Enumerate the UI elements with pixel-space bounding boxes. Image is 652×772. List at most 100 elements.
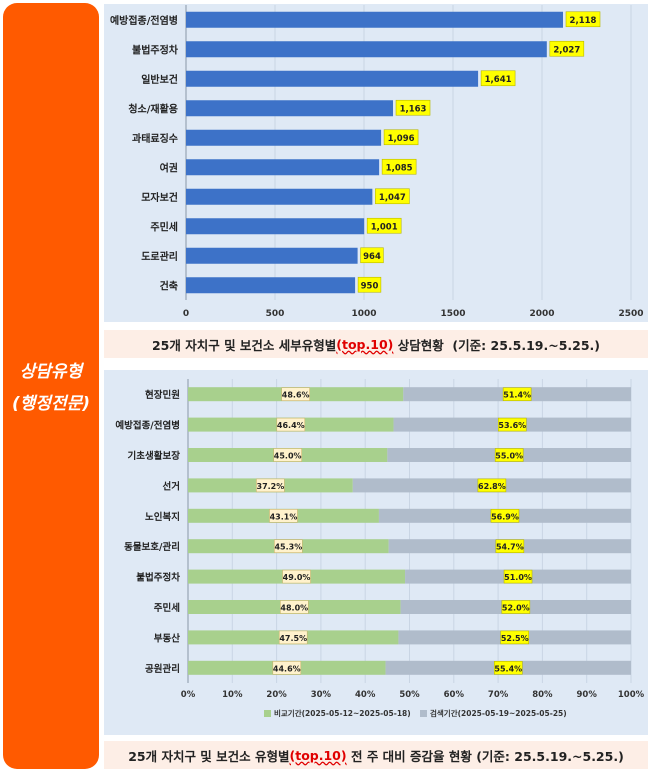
chart1-data-label: 1,085	[386, 163, 413, 173]
chart2-data-label-series1: 43.1%	[270, 512, 298, 521]
chart1-data-label-box	[565, 11, 601, 28]
chart1-category-label: 과태료징수	[132, 132, 178, 145]
chart1-data-label-box	[366, 217, 402, 234]
chart2-data-label-box-series2	[497, 417, 527, 432]
chart2-data-label-box-series2	[477, 478, 507, 493]
chart2-data-label-box-series1	[274, 539, 303, 554]
chart2-data-label-box-series2	[490, 508, 520, 523]
chart2-data-label-series1: 49.0%	[283, 573, 311, 582]
chart1-data-label-box	[549, 40, 585, 57]
chart2-data-label-series2: 51.0%	[504, 573, 532, 582]
chart2-data-label-box-series1	[281, 387, 310, 402]
chart2-data-label-box-series1	[272, 660, 302, 675]
chart2-data-label-box-series1	[256, 478, 285, 493]
chart2-data-label-box-series2	[495, 539, 525, 554]
chart1-data-label: 1,047	[379, 193, 406, 203]
chart1-bar	[186, 129, 382, 146]
chart2-legend-label-series2: 검색기간(2025-05-19~2025-05-25)	[430, 708, 567, 718]
chart1-data-label-box	[395, 99, 431, 116]
chart1-x-tick-label: 2500	[618, 309, 643, 319]
chart2-category-label: 불법주정차	[136, 572, 180, 584]
chart2-data-label-series2: 53.6%	[498, 421, 526, 430]
chart2-data-label-series2: 55.4%	[494, 664, 522, 673]
chart1-data-label-box	[375, 188, 410, 205]
chart2-legend-swatch-series2	[420, 710, 427, 717]
chart2-legend-swatch-series1	[264, 710, 271, 717]
chart2-category-label: 주민세	[154, 602, 180, 614]
chart1-data-label: 1,641	[485, 75, 512, 85]
chart2-caption-suffix: 전 주 대비 증감율 현황 (기준: 25.5.19.~5.25.)	[346, 748, 624, 764]
chart2-data-label-series2: 52.5%	[501, 634, 529, 643]
chart2-category-label: 선거	[163, 480, 180, 492]
chart1-data-label: 1,163	[400, 104, 427, 114]
chart2-data-label-series2: 51.4%	[503, 391, 531, 400]
chart1-data-label: 2,118	[570, 16, 597, 26]
chart1-category-label: 불법주정차	[132, 43, 179, 56]
chart2-data-label-series1: 45.3%	[274, 543, 302, 552]
chart2-caption-text: 25개 자치구 및 보건소 유형별	[128, 748, 290, 764]
chart2-data-label-series1: 48.6%	[282, 391, 310, 400]
chart1-category-label: 주민세	[150, 220, 178, 233]
chart2-x-tick-label: 90%	[577, 690, 598, 700]
chart2-data-label-series2: 55.0%	[495, 452, 523, 461]
chart1-x-tick-label: 2000	[529, 309, 554, 319]
chart2-x-tick-label: 80%	[532, 690, 553, 700]
chart1-bar	[186, 188, 373, 205]
chart1-x-tick-label: 1500	[440, 309, 465, 319]
chart1-caption-text: 25개 자치구 및 보건소 세부유형별	[151, 337, 337, 353]
chart1-data-label: 1,096	[388, 134, 415, 144]
chart1-bar	[186, 11, 564, 28]
side-label-subtitle: (행정전문)	[11, 394, 91, 414]
chart1-data-label-box	[381, 158, 417, 175]
chart1-bar	[186, 70, 479, 87]
chart2-data-label-box-series2	[503, 569, 533, 584]
chart2-x-tick-label: 20%	[266, 690, 287, 700]
chart1-caption-highlight: (top.10)	[336, 336, 394, 352]
chart2-data-label-series1: 37.2%	[257, 482, 285, 491]
chart2-data-label-series1: 46.4%	[277, 421, 305, 430]
chart2-category-label: 공원관리	[145, 663, 180, 675]
chart2-data-label-series2: 62.8%	[478, 482, 506, 491]
chart2-data-label-box-series2	[494, 448, 524, 462]
chart2-caption: 25개 자치구 및 보건소 유형별 (top.10) 전 주 대비 증감율 현황 …	[104, 741, 648, 769]
chart1-category-label: 예방접종/전염병	[110, 14, 178, 27]
side-label-title: 상담유형	[19, 362, 83, 382]
chart2-category-label: 부동산	[154, 632, 180, 644]
chart1-category-label: 여권	[160, 161, 178, 174]
chart1-category-label: 건축	[160, 279, 178, 292]
chart2-category-label: 동물보호/관리	[124, 541, 180, 553]
chart1-bar	[186, 41, 547, 58]
chart2-x-tick-label: 100%	[618, 690, 645, 700]
chart2-data-label-series1: 45.0%	[274, 452, 302, 461]
chart1-caption-suffix: 상담현황 (기준: 25.5.19.~5.25.)	[393, 337, 601, 353]
chart1-x-tick-label: 1000	[351, 309, 376, 319]
chart1-caption: 25개 자치구 및 보건소 세부유형별 (top.10) 상담현황 (기준: 25…	[104, 330, 648, 358]
chart1-data-label-box	[383, 129, 419, 146]
chart2-data-label-box-series1	[278, 630, 308, 645]
chart2-data-label-box-series2	[493, 660, 523, 675]
chart2-data-label-series2: 56.9%	[491, 512, 519, 521]
chart2-data-label-box-series2	[500, 630, 530, 645]
chart2-x-tick-label: 40%	[355, 690, 376, 700]
chart2-data-label-series1: 48.0%	[280, 604, 308, 613]
chart1-category-label: 일반보건	[141, 73, 178, 86]
chart2-data-label-box-series1	[276, 417, 306, 432]
chart1-data-label: 964	[363, 252, 381, 262]
chart1-bar	[186, 159, 380, 176]
chart2-x-tick-label: 30%	[311, 690, 332, 700]
chart2-data-label-series2: 52.0%	[502, 604, 530, 613]
chart1-data-label: 950	[361, 281, 379, 291]
chart2-x-tick-label: 50%	[399, 690, 420, 700]
chart2-x-tick-label: 0%	[181, 690, 196, 700]
chart1-category-label: 모자보건	[141, 191, 178, 204]
chart1-x-tick-label: 0	[183, 309, 189, 319]
chart2-data-label-series1: 44.6%	[273, 664, 301, 673]
chart2-x-tick-label: 10%	[222, 690, 243, 700]
chart2-category-label: 노인복지	[145, 511, 180, 523]
chart2-data-label-box-series2	[501, 600, 531, 614]
chart2-category-label: 예방접종/전염병	[115, 420, 180, 432]
chart1-data-label-box	[357, 276, 382, 293]
chart1-bar	[186, 277, 356, 294]
